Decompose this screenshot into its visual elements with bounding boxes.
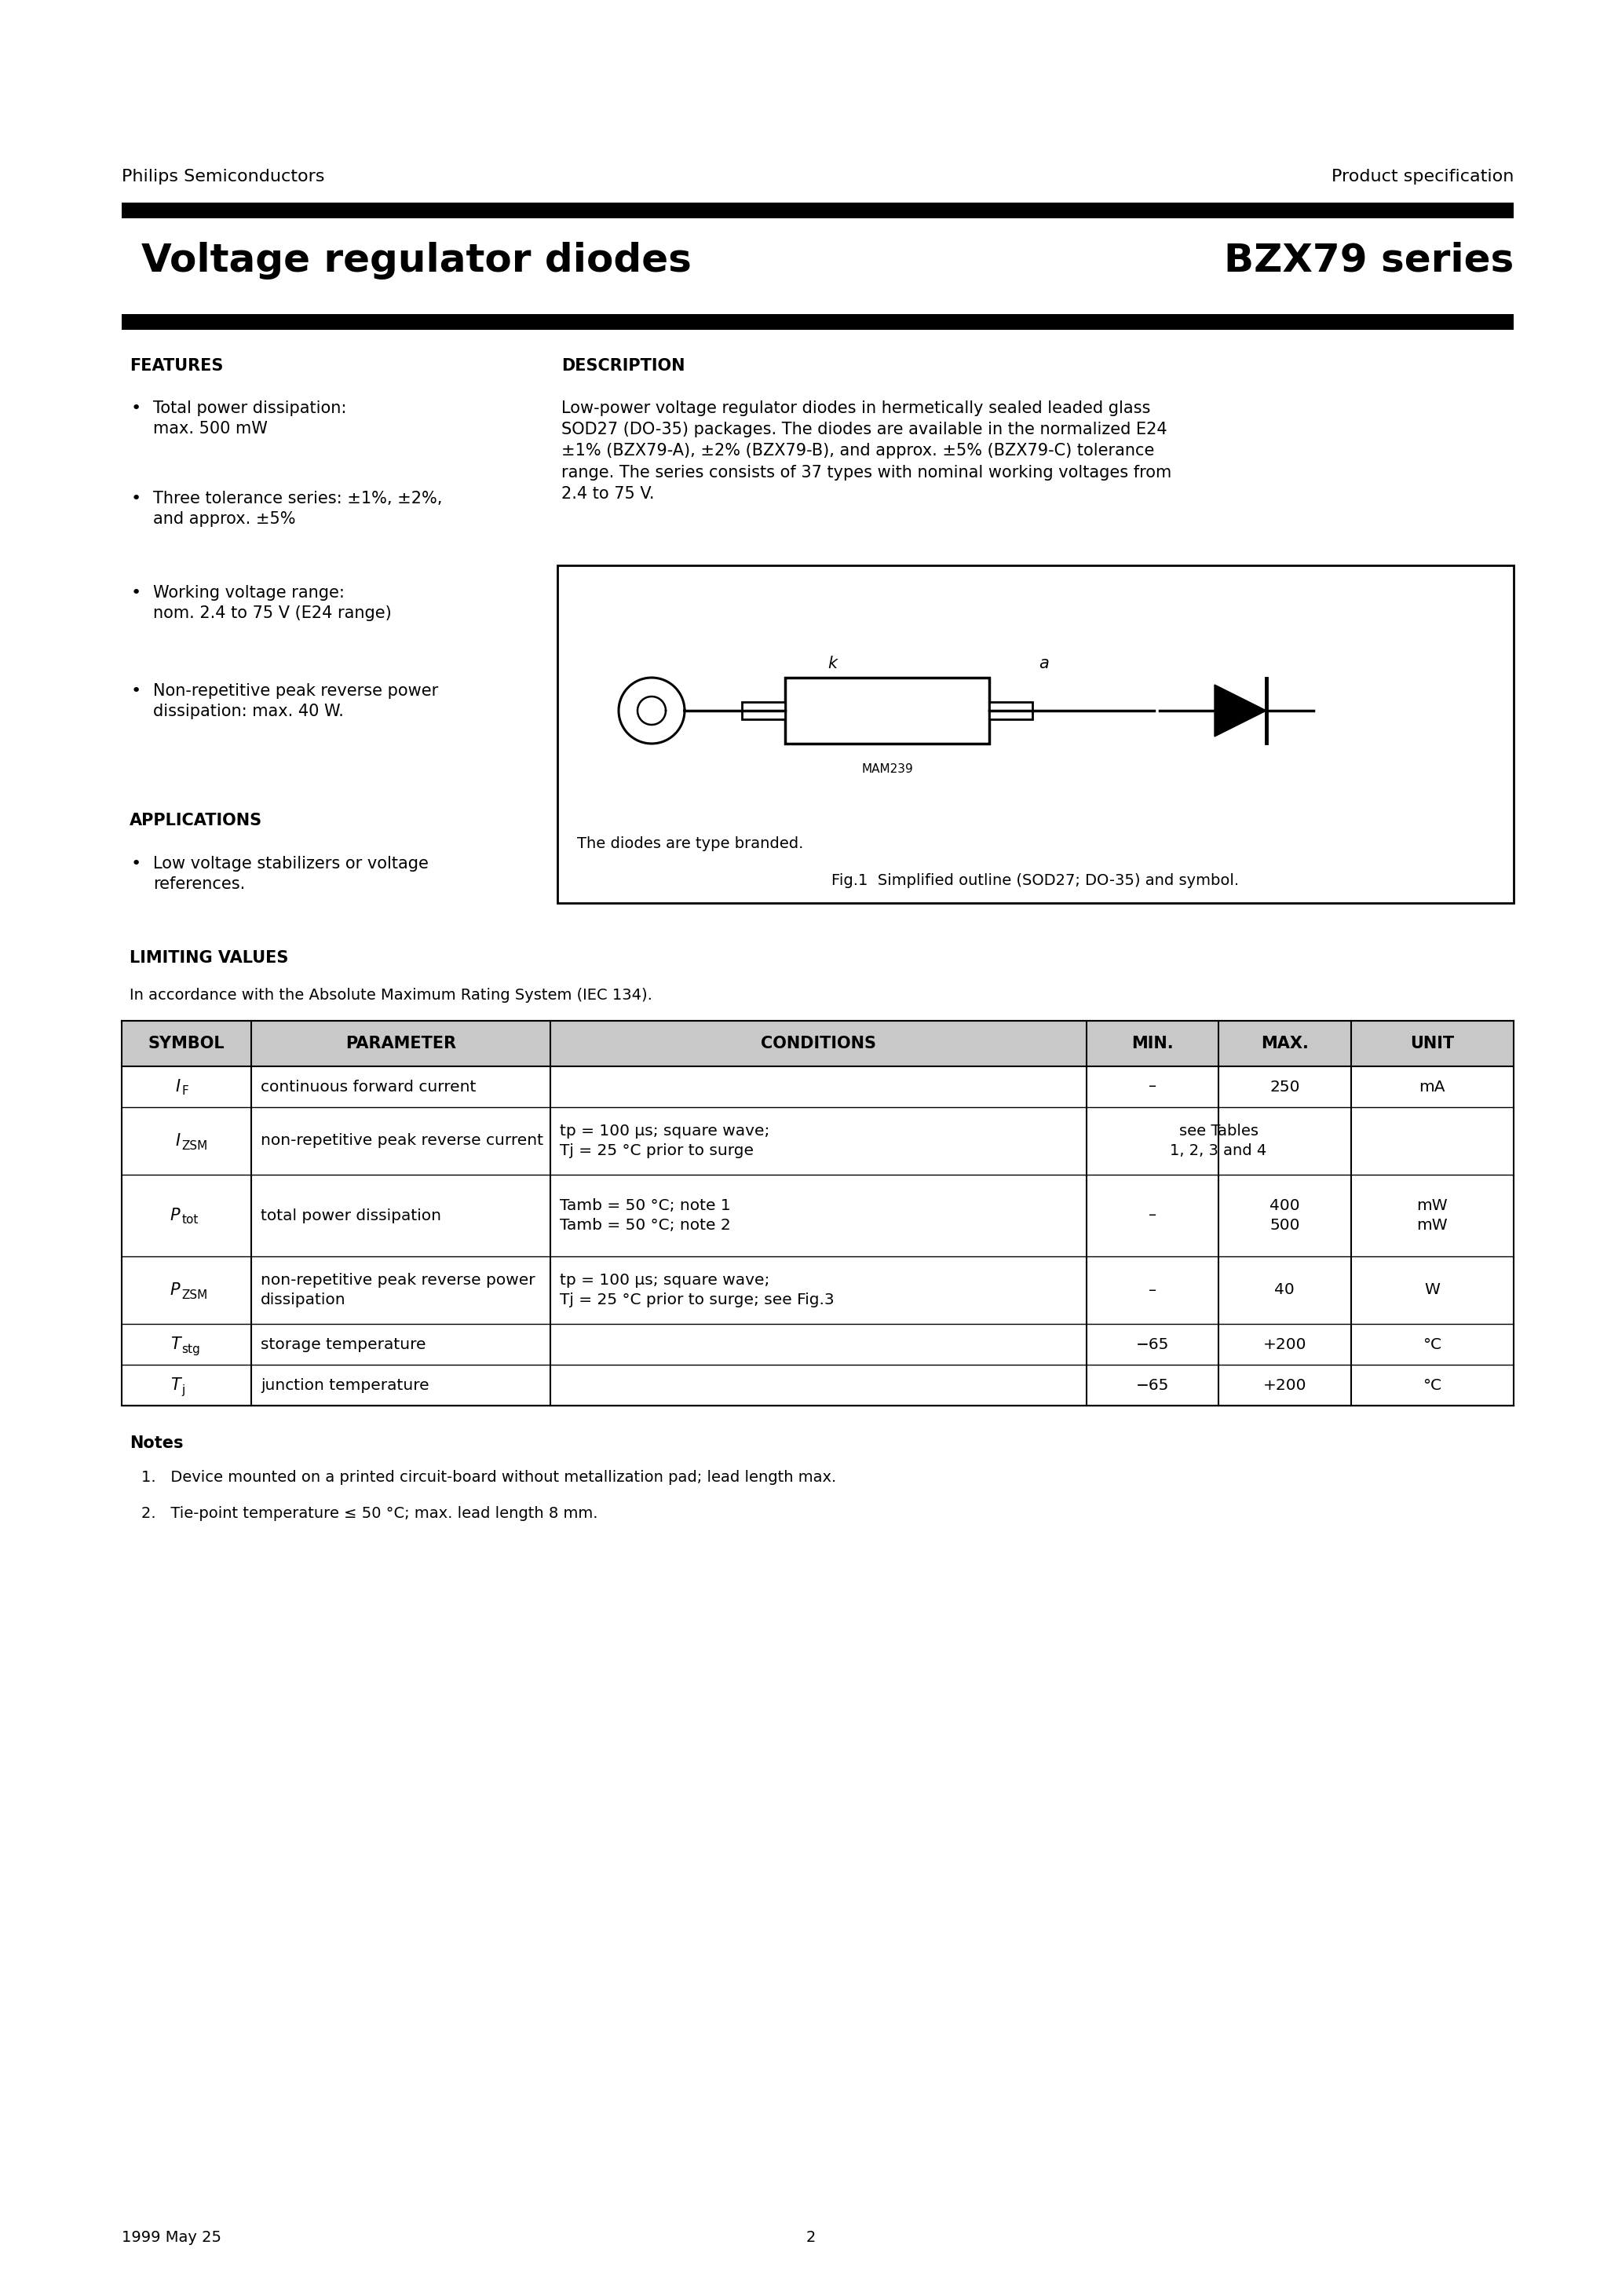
Text: °C: °C [1422, 1378, 1442, 1394]
Text: APPLICATIONS: APPLICATIONS [130, 813, 263, 829]
Text: –: – [1148, 1079, 1156, 1095]
Text: LIMITING VALUES: LIMITING VALUES [130, 951, 289, 967]
Text: 400
500: 400 500 [1270, 1199, 1299, 1233]
Text: tp = 100 μs; square wave;
Tj = 25 °C prior to surge: tp = 100 μs; square wave; Tj = 25 °C pri… [560, 1123, 770, 1157]
Text: Tamb = 50 °C; note 1
Tamb = 50 °C; note 2: Tamb = 50 °C; note 1 Tamb = 50 °C; note … [560, 1199, 732, 1233]
Text: storage temperature: storage temperature [261, 1336, 427, 1352]
Text: 40: 40 [1275, 1283, 1294, 1297]
Text: junction temperature: junction temperature [261, 1378, 430, 1394]
Text: ZSM: ZSM [182, 1139, 208, 1153]
Text: T: T [170, 1378, 180, 1394]
Text: continuous forward current: continuous forward current [261, 1079, 475, 1095]
Text: −65: −65 [1135, 1336, 1169, 1352]
Text: tot: tot [182, 1215, 198, 1226]
Text: •: • [131, 491, 141, 507]
Text: °C: °C [1422, 1336, 1442, 1352]
Text: +200: +200 [1264, 1336, 1306, 1352]
Polygon shape [1215, 684, 1267, 737]
Text: non-repetitive peak reverse current: non-repetitive peak reverse current [261, 1134, 543, 1148]
Text: Notes: Notes [130, 1435, 183, 1451]
Text: stg: stg [182, 1343, 201, 1355]
Bar [989, 703, 1032, 719]
Text: ZSM: ZSM [182, 1288, 208, 1302]
Text: •: • [131, 400, 141, 416]
Text: T: T [170, 1336, 180, 1352]
Bar [122, 1022, 1513, 1065]
Text: 2: 2 [806, 2229, 816, 2245]
Bar [122, 315, 1513, 331]
Text: W: W [1424, 1283, 1440, 1297]
Bar [741, 703, 785, 719]
Text: +200: +200 [1264, 1378, 1306, 1394]
Text: a: a [1040, 657, 1049, 670]
Text: –: – [1148, 1208, 1156, 1224]
Bar [122, 202, 1513, 218]
Text: DESCRIPTION: DESCRIPTION [561, 358, 684, 374]
Text: The diodes are type branded.: The diodes are type branded. [577, 836, 803, 852]
Text: 1999 May 25: 1999 May 25 [122, 2229, 221, 2245]
Text: Voltage regulator diodes: Voltage regulator diodes [141, 241, 691, 280]
Text: FEATURES: FEATURES [130, 358, 224, 374]
Text: Working voltage range:
nom. 2.4 to 75 V (E24 range): Working voltage range: nom. 2.4 to 75 V … [152, 585, 391, 622]
Text: tp = 100 μs; square wave;
Tj = 25 °C prior to surge; see Fig.3: tp = 100 μs; square wave; Tj = 25 °C pri… [560, 1272, 834, 1306]
Text: 250: 250 [1270, 1079, 1299, 1095]
Text: Fig.1  Simplified outline (SOD27; DO-35) and symbol.: Fig.1 Simplified outline (SOD27; DO-35) … [832, 872, 1239, 889]
Bar [558, 565, 1513, 902]
Text: Low-power voltage regulator diodes in hermetically sealed leaded glass
SOD27 (DO: Low-power voltage regulator diodes in he… [561, 400, 1171, 501]
Text: –: – [1148, 1283, 1156, 1297]
Text: Product specification: Product specification [1332, 170, 1513, 184]
Text: F: F [182, 1086, 188, 1097]
Text: •: • [131, 684, 141, 698]
Text: see Tables
1, 2, 3 and 4: see Tables 1, 2, 3 and 4 [1169, 1123, 1267, 1157]
Text: CONDITIONS: CONDITIONS [761, 1035, 876, 1052]
Text: I: I [175, 1079, 180, 1095]
Text: −65: −65 [1135, 1378, 1169, 1394]
Bar [785, 677, 989, 744]
Text: In accordance with the Absolute Maximum Rating System (IEC 134).: In accordance with the Absolute Maximum … [130, 987, 652, 1003]
Text: total power dissipation: total power dissipation [261, 1208, 441, 1224]
Text: MAX.: MAX. [1260, 1035, 1309, 1052]
Text: Philips Semiconductors: Philips Semiconductors [122, 170, 324, 184]
Text: BZX79 series: BZX79 series [1223, 241, 1513, 280]
Text: mW
mW: mW mW [1416, 1199, 1448, 1233]
Text: non-repetitive peak reverse power
dissipation: non-repetitive peak reverse power dissip… [261, 1272, 535, 1306]
Text: 2.   Tie-point temperature ≤ 50 °C; max. lead length 8 mm.: 2. Tie-point temperature ≤ 50 °C; max. l… [141, 1506, 599, 1520]
Text: Non-repetitive peak reverse power
dissipation: max. 40 W.: Non-repetitive peak reverse power dissip… [152, 684, 438, 719]
Text: UNIT: UNIT [1410, 1035, 1455, 1052]
Text: •: • [131, 585, 141, 602]
Text: MIN.: MIN. [1132, 1035, 1173, 1052]
Text: mA: mA [1419, 1079, 1445, 1095]
Text: MAM239: MAM239 [861, 762, 913, 776]
Text: Three tolerance series: ±1%, ±2%,
and approx. ±5%: Three tolerance series: ±1%, ±2%, and ap… [152, 491, 443, 528]
Text: PARAMETER: PARAMETER [345, 1035, 456, 1052]
Text: SYMBOL: SYMBOL [148, 1035, 225, 1052]
Text: •: • [131, 856, 141, 872]
Text: Total power dissipation:
max. 500 mW: Total power dissipation: max. 500 mW [152, 400, 347, 436]
Text: I: I [175, 1134, 180, 1148]
Text: Low voltage stabilizers or voltage
references.: Low voltage stabilizers or voltage refer… [152, 856, 428, 893]
Text: j: j [182, 1384, 185, 1396]
Text: 1.   Device mounted on a printed circuit-board without metallization pad; lead l: 1. Device mounted on a printed circuit-b… [141, 1469, 837, 1486]
Text: P: P [170, 1281, 180, 1297]
Text: k: k [827, 657, 837, 670]
Text: P: P [170, 1208, 180, 1224]
